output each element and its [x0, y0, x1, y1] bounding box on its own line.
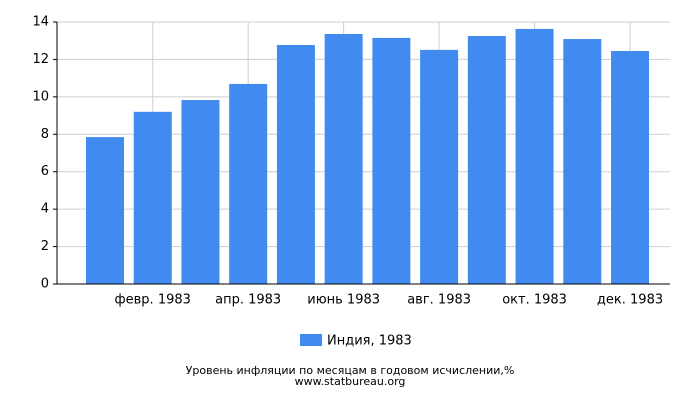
legend-swatch	[300, 334, 322, 346]
bar	[420, 49, 459, 285]
bar	[324, 33, 363, 284]
y-tick-label: 4	[41, 202, 49, 217]
y-tick-label: 6	[41, 164, 49, 179]
x-tick-label: дек. 1983	[597, 293, 663, 308]
bar	[563, 39, 602, 284]
bar	[181, 100, 220, 284]
bar	[467, 36, 506, 285]
y-tick-label: 2	[41, 239, 49, 254]
y-tick-label: 0	[41, 277, 49, 292]
x-tick-label: февр. 1983	[115, 293, 191, 308]
bar	[229, 83, 268, 285]
chart-title: Уровень инфляции по месяцам в годовом ис…	[186, 364, 515, 377]
bar	[372, 37, 411, 285]
bar	[133, 111, 172, 284]
x-tick-label: июнь 1983	[307, 293, 380, 308]
legend-label: Индия, 1983	[327, 334, 412, 349]
bar	[611, 51, 650, 284]
y-tick-label: 14	[32, 15, 49, 30]
x-tick-label: окт. 1983	[502, 293, 567, 308]
bar	[515, 28, 554, 284]
x-tick-label: авг. 1983	[407, 293, 471, 308]
y-tick-label: 12	[32, 52, 49, 67]
y-tick-label: 10	[32, 89, 49, 104]
source: www.statbureau.org	[295, 375, 406, 388]
bar	[86, 137, 124, 284]
x-tick-label: апр. 1983	[215, 293, 281, 308]
y-tick-label: 8	[41, 127, 49, 142]
bar	[276, 45, 315, 284]
